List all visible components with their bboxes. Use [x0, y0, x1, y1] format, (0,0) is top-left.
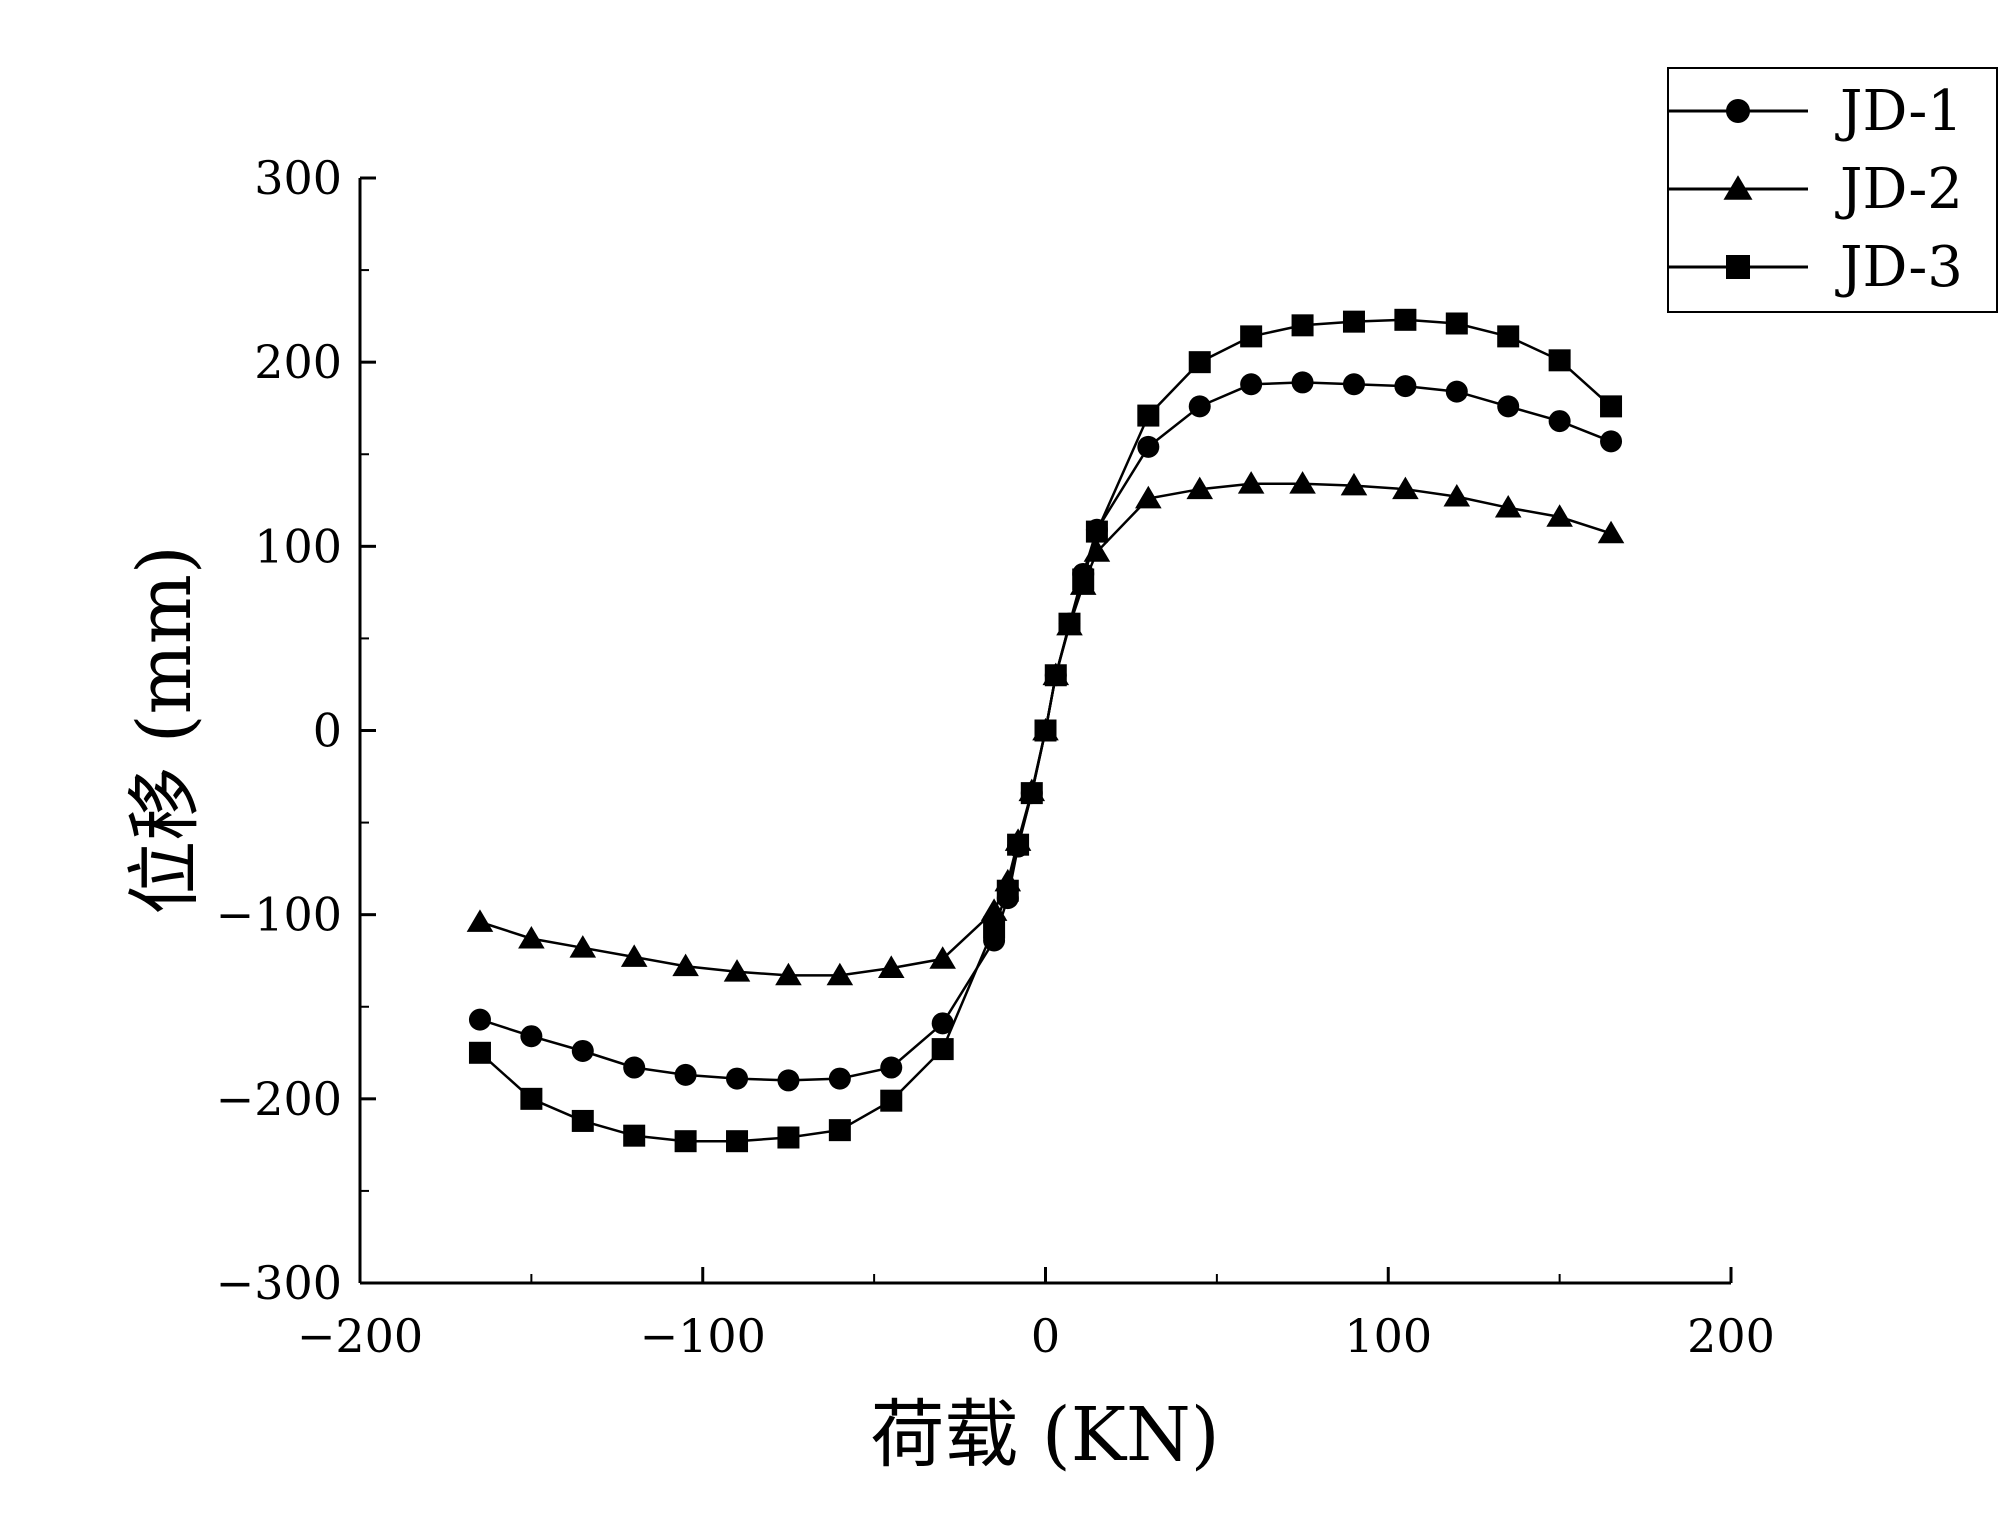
legend-item-jd-3: JD-3 — [1668, 235, 1963, 300]
data-point — [468, 1041, 491, 1064]
legend-item-jd-1: JD-1 — [1668, 79, 1963, 144]
data-point — [466, 909, 494, 932]
x-tick-label: 200 — [1687, 1309, 1775, 1363]
data-point — [1342, 373, 1365, 396]
data-point — [468, 1008, 491, 1031]
x-axis-title: 荷载 (KN) — [870, 1392, 1219, 1478]
y-ticks: −300 −200 −100 0 100 200 300 — [216, 151, 376, 1310]
x-tick-label: 0 — [1031, 1309, 1060, 1363]
data-point — [520, 1087, 543, 1110]
data-point — [1020, 782, 1043, 805]
y-tick-label: −100 — [216, 888, 342, 942]
data-point — [571, 1039, 594, 1062]
legend-label: JD-2 — [1835, 157, 1963, 222]
data-point — [1188, 351, 1211, 374]
data-point — [1188, 395, 1211, 418]
data-point — [1137, 435, 1160, 458]
legend-label: JD-3 — [1835, 235, 1963, 300]
data-point — [1494, 495, 1522, 518]
data-point — [1240, 373, 1263, 396]
legend: JD-1 JD-2 JD-3 — [1667, 67, 1998, 313]
data-point — [880, 1089, 903, 1112]
data-point — [1044, 664, 1067, 687]
data-point — [1548, 349, 1571, 372]
data-point — [931, 1038, 954, 1061]
data-point — [1497, 325, 1520, 348]
x-ticks: −200 −100 0 100 200 — [297, 1267, 1775, 1363]
data-point — [826, 962, 854, 986]
data-point — [1072, 568, 1095, 591]
data-point — [877, 955, 905, 978]
legend-marker — [1726, 99, 1750, 123]
legend-marker — [1726, 255, 1750, 279]
data-point — [880, 1056, 903, 1079]
data-point — [828, 1119, 851, 1142]
data-point — [996, 879, 1019, 902]
data-point — [1392, 476, 1419, 500]
data-point — [1085, 520, 1108, 543]
data-point — [828, 1067, 851, 1090]
data-point — [1443, 483, 1471, 507]
x-tick-label: −200 — [297, 1309, 423, 1363]
data-point — [674, 1130, 697, 1153]
data-point — [571, 1109, 594, 1132]
data-point — [1600, 430, 1623, 453]
data-point — [1445, 380, 1468, 403]
data-point — [520, 1025, 543, 1048]
data-point — [1137, 404, 1160, 427]
legend-item-jd-2: JD-2 — [1668, 157, 1963, 222]
data-point — [1135, 485, 1162, 509]
data-point — [983, 916, 1006, 939]
y-tick-label: 100 — [254, 519, 342, 573]
data-point — [623, 1124, 646, 1147]
data-point — [620, 944, 648, 967]
data-point — [723, 959, 751, 982]
data-point — [1546, 504, 1573, 527]
data-point — [726, 1130, 749, 1153]
legend-marker — [1723, 175, 1753, 200]
data-point — [931, 1012, 954, 1035]
data-point — [1289, 471, 1316, 494]
data-point — [1342, 310, 1365, 333]
x-tick-label: −100 — [640, 1309, 766, 1363]
data-point — [1007, 833, 1030, 856]
data-point — [1291, 371, 1314, 394]
data-point — [980, 898, 1008, 921]
y-axis-title: 位移 (mm) — [122, 545, 208, 915]
data-point — [1240, 325, 1263, 348]
data-point — [1394, 375, 1417, 398]
data-point — [569, 935, 597, 958]
data-point — [777, 1126, 800, 1149]
x-tick-label: 100 — [1344, 1309, 1432, 1363]
data-point — [1291, 314, 1314, 337]
y-tick-label: −200 — [216, 1072, 342, 1126]
data-point — [518, 925, 545, 949]
legend-label: JD-1 — [1835, 79, 1963, 144]
data-point — [1058, 612, 1081, 635]
data-point — [1034, 719, 1057, 742]
y-tick-label: −300 — [216, 1256, 342, 1310]
data-point — [775, 962, 802, 986]
data-point — [726, 1067, 749, 1090]
data-point — [1597, 520, 1625, 544]
data-point — [777, 1069, 800, 1092]
data-point — [1548, 410, 1571, 433]
data-point — [1600, 395, 1623, 418]
series-layer — [466, 308, 1625, 1153]
data-point — [1186, 476, 1214, 500]
y-tick-label: 0 — [313, 704, 342, 758]
series-jd-3 — [468, 308, 1623, 1153]
data-point — [1237, 471, 1265, 494]
y-tick-label: 300 — [254, 151, 342, 205]
data-point — [1445, 312, 1468, 335]
data-point — [623, 1056, 646, 1079]
data-point — [1340, 472, 1368, 496]
data-point — [672, 953, 699, 977]
data-point — [929, 946, 956, 969]
y-tick-label: 200 — [254, 335, 342, 389]
data-point — [1394, 308, 1417, 331]
data-point — [674, 1063, 697, 1086]
data-point — [1497, 395, 1520, 418]
